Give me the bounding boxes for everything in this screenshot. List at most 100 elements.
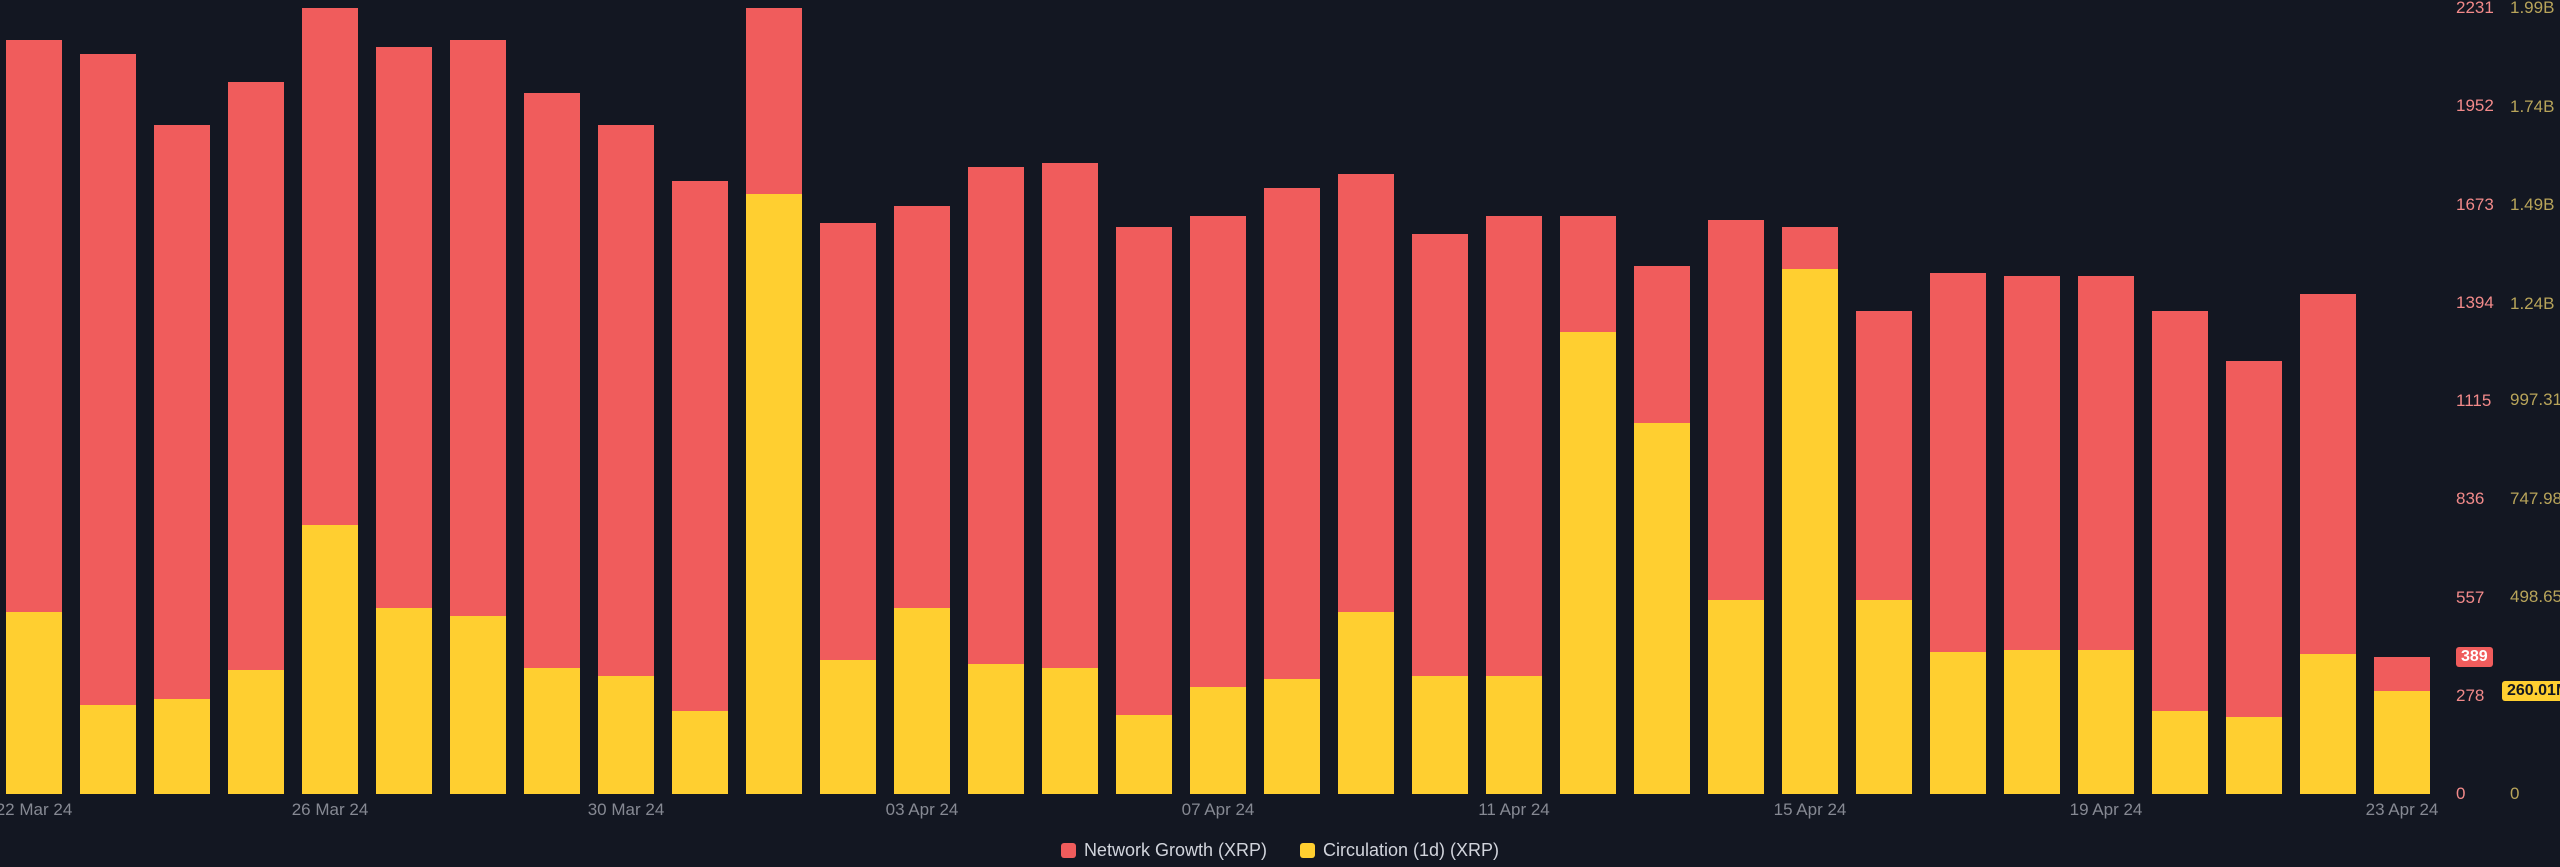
ytick-right: 1.24B: [2510, 294, 2554, 314]
bar-01-Apr-24[interactable]: [746, 8, 802, 794]
xtick: 22 Mar 24: [0, 800, 72, 820]
bar-13-Apr-24[interactable]: [1634, 266, 1690, 794]
bar-26-Mar-24[interactable]: [302, 8, 358, 794]
legend-label: Network Growth (XRP): [1084, 840, 1267, 861]
bar-04-Apr-24[interactable]: [968, 167, 1024, 794]
bar-segment-network-growth: [1116, 227, 1172, 715]
bar-segment-network-growth: [302, 8, 358, 525]
xtick: 07 Apr 24: [1182, 800, 1255, 820]
legend-swatch-network-growth: [1061, 843, 1076, 858]
ytick-left: 836: [2456, 489, 2484, 509]
bar-segment-network-growth: [820, 223, 876, 659]
bar-24-Mar-24[interactable]: [154, 125, 210, 794]
bar-segment-circulation: [672, 711, 728, 794]
bar-20-Apr-24[interactable]: [2152, 311, 2208, 794]
ytick-left: 1115: [2456, 391, 2491, 411]
ytick-left: 1673: [2456, 195, 2494, 215]
bar-segment-circulation: [1042, 668, 1098, 794]
bar-16-Apr-24[interactable]: [1856, 311, 1912, 794]
bar-segment-network-growth: [228, 82, 284, 669]
bar-segment-circulation: [450, 616, 506, 794]
bar-segment-network-growth: [968, 167, 1024, 664]
ytick-left: 1394: [2456, 293, 2494, 313]
bar-segment-circulation: [1782, 269, 1838, 794]
xtick: 26 Mar 24: [292, 800, 369, 820]
bar-18-Apr-24[interactable]: [2004, 276, 2060, 794]
bar-12-Apr-24[interactable]: [1560, 216, 1616, 794]
ytick-right: 0: [2510, 784, 2519, 804]
bar-segment-network-growth: [376, 47, 432, 608]
bar-segment-network-growth: [1856, 311, 1912, 600]
bar-11-Apr-24[interactable]: [1486, 216, 1542, 794]
bar-segment-network-growth: [746, 8, 802, 193]
bar-segment-network-growth: [80, 54, 136, 705]
bar-segment-circulation: [1560, 332, 1616, 794]
bar-29-Mar-24[interactable]: [524, 93, 580, 794]
bar-22-Apr-24[interactable]: [2300, 294, 2356, 794]
bar-08-Apr-24[interactable]: [1264, 188, 1320, 794]
legend-label: Circulation (1d) (XRP): [1323, 840, 1499, 861]
y-axis-left-network-growth: 223119521673139411158365572780: [2456, 8, 2502, 794]
bar-segment-network-growth: [2004, 276, 2060, 650]
bar-segment-circulation: [894, 608, 950, 794]
bar-23-Mar-24[interactable]: [80, 54, 136, 794]
xtick: 19 Apr 24: [2070, 800, 2143, 820]
bar-25-Mar-24[interactable]: [228, 82, 284, 794]
bar-segment-network-growth: [6, 40, 62, 612]
ytick-right: 747.98M: [2510, 489, 2560, 509]
bar-segment-network-growth: [2226, 361, 2282, 717]
bar-segment-circulation: [1264, 679, 1320, 794]
x-axis-dates: 22 Mar 2426 Mar 2430 Mar 2403 Apr 2407 A…: [6, 800, 2450, 822]
xrp-stacked-bar-chart: 223119521673139411158365572780 1.99B1.74…: [0, 0, 2560, 867]
bar-27-Mar-24[interactable]: [376, 47, 432, 794]
bar-31-Mar-24[interactable]: [672, 181, 728, 794]
bar-14-Apr-24[interactable]: [1708, 220, 1764, 794]
bar-05-Apr-24[interactable]: [1042, 163, 1098, 794]
bar-09-Apr-24[interactable]: [1338, 174, 1394, 794]
bar-segment-circulation: [6, 612, 62, 794]
bar-segment-circulation: [302, 525, 358, 794]
bar-segment-circulation: [2152, 711, 2208, 794]
bar-segment-circulation: [968, 664, 1024, 794]
bar-segment-circulation: [80, 705, 136, 794]
bar-30-Mar-24[interactable]: [598, 125, 654, 794]
bar-segment-circulation: [1116, 715, 1172, 794]
bar-02-Apr-24[interactable]: [820, 223, 876, 794]
bar-19-Apr-24[interactable]: [2078, 276, 2134, 794]
bar-segment-circulation: [1190, 687, 1246, 794]
ytick-left: 2231: [2456, 0, 2494, 18]
bar-21-Apr-24[interactable]: [2226, 361, 2282, 794]
bar-03-Apr-24[interactable]: [894, 206, 950, 794]
bar-22-Mar-24[interactable]: [6, 40, 62, 794]
xtick: 11 Apr 24: [1478, 800, 1550, 820]
bar-segment-circulation: [1930, 652, 1986, 794]
bar-segment-circulation: [1856, 600, 1912, 794]
bar-23-Apr-24[interactable]: [2374, 657, 2430, 794]
bar-segment-circulation: [1486, 676, 1542, 794]
ytick-left: 557: [2456, 588, 2484, 608]
legend-swatch-circulation: [1300, 843, 1315, 858]
legend-item-network-growth[interactable]: Network Growth (XRP): [1061, 840, 1267, 861]
bar-segment-network-growth: [1486, 216, 1542, 675]
legend-item-circulation[interactable]: Circulation (1d) (XRP): [1300, 840, 1499, 861]
xtick: 15 Apr 24: [1774, 800, 1847, 820]
bar-06-Apr-24[interactable]: [1116, 227, 1172, 794]
ytick-right: 1.99B: [2510, 0, 2554, 18]
bar-segment-network-growth: [1634, 266, 1690, 423]
bar-segment-circulation: [1338, 612, 1394, 794]
bar-segment-circulation: [524, 668, 580, 794]
bar-17-Apr-24[interactable]: [1930, 273, 1986, 794]
bar-segment-network-growth: [2152, 311, 2208, 711]
bar-28-Mar-24[interactable]: [450, 40, 506, 794]
bar-segment-network-growth: [1412, 234, 1468, 676]
bar-segment-network-growth: [1264, 188, 1320, 679]
ytick-right: 498.65M: [2510, 587, 2560, 607]
bar-15-Apr-24[interactable]: [1782, 227, 1838, 794]
bar-segment-network-growth: [2374, 657, 2430, 691]
chart-legend: Network Growth (XRP) Circulation (1d) (X…: [0, 840, 2560, 863]
bar-10-Apr-24[interactable]: [1412, 234, 1468, 794]
bar-07-Apr-24[interactable]: [1190, 216, 1246, 794]
plot-area[interactable]: [6, 8, 2450, 794]
ytick-right: 997.31M: [2510, 390, 2560, 410]
bar-segment-network-growth: [598, 125, 654, 676]
